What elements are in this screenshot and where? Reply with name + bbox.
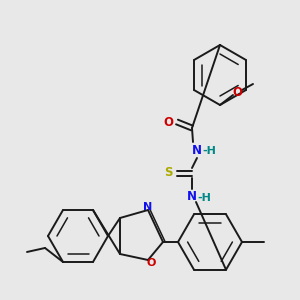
Text: O: O (146, 258, 156, 268)
Text: S: S (164, 167, 172, 179)
Text: -H: -H (202, 146, 216, 156)
Text: N: N (187, 190, 197, 203)
Text: N: N (143, 202, 153, 212)
Text: O: O (232, 85, 242, 98)
Text: -H: -H (197, 193, 211, 203)
Text: O: O (163, 116, 173, 128)
Text: N: N (192, 143, 202, 157)
